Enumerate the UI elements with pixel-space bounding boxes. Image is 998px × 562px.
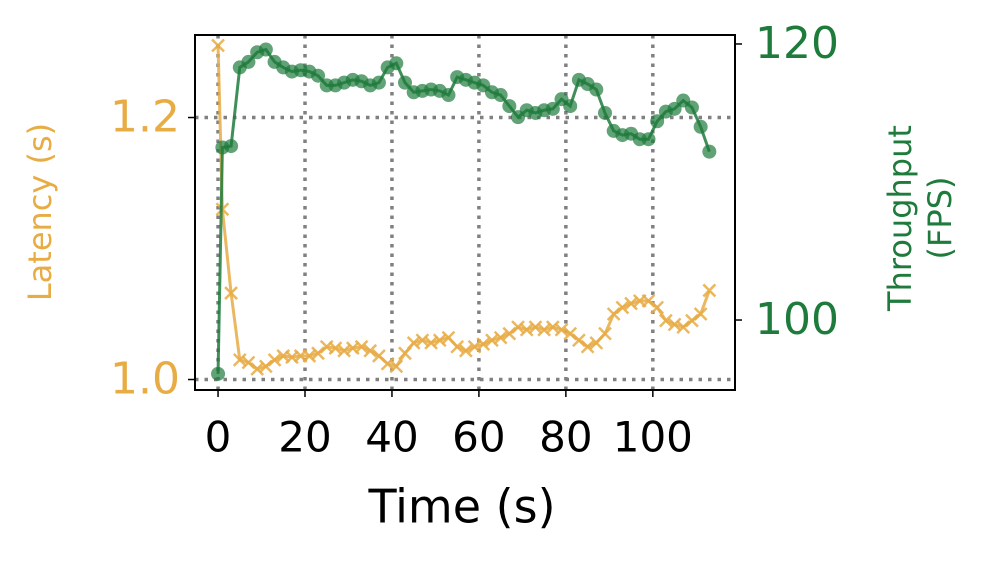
marker bbox=[389, 359, 404, 374]
x-tick-label: 100 bbox=[613, 413, 693, 462]
marker bbox=[693, 119, 708, 134]
marker bbox=[432, 333, 447, 348]
marker bbox=[580, 339, 595, 354]
marker bbox=[563, 99, 578, 114]
marker bbox=[458, 343, 473, 358]
marker bbox=[502, 99, 517, 114]
marker bbox=[615, 300, 630, 315]
marker bbox=[528, 320, 543, 335]
marker bbox=[502, 326, 517, 341]
marker bbox=[389, 56, 404, 71]
marker bbox=[406, 335, 421, 350]
y2-axis-label: Throughput bbox=[881, 125, 919, 312]
marker bbox=[493, 88, 508, 103]
x-tick-label: 0 bbox=[205, 413, 232, 462]
marker bbox=[450, 339, 465, 354]
marker bbox=[589, 82, 604, 97]
marker bbox=[250, 362, 265, 376]
marker bbox=[354, 339, 369, 354]
marker bbox=[641, 132, 656, 147]
marker bbox=[363, 343, 378, 358]
marker bbox=[241, 355, 256, 370]
marker bbox=[424, 335, 438, 350]
marker bbox=[224, 139, 239, 154]
marker bbox=[258, 359, 273, 374]
marker bbox=[702, 283, 717, 298]
marker bbox=[606, 307, 621, 321]
x-tick-label: 60 bbox=[452, 413, 505, 462]
marker bbox=[545, 101, 560, 116]
marker bbox=[441, 88, 456, 103]
y-axis-label: Latency (s) bbox=[21, 123, 59, 301]
marker bbox=[537, 322, 552, 337]
marker bbox=[467, 339, 482, 354]
marker bbox=[415, 333, 430, 348]
marker bbox=[667, 101, 682, 116]
marker bbox=[241, 54, 256, 69]
marker bbox=[232, 352, 247, 367]
marker bbox=[311, 346, 325, 361]
x-tick-label: 80 bbox=[539, 413, 592, 462]
x-axis-label: Time (s) bbox=[367, 480, 555, 534]
marker bbox=[693, 307, 708, 321]
marker bbox=[493, 330, 508, 345]
marker bbox=[371, 75, 386, 90]
marker bbox=[485, 333, 499, 348]
marker bbox=[476, 337, 491, 352]
marker bbox=[685, 313, 699, 328]
marker bbox=[328, 341, 343, 355]
marker bbox=[211, 38, 225, 53]
marker bbox=[650, 114, 665, 129]
series-line bbox=[216, 47, 711, 374]
y2-tick-label: 100 bbox=[755, 294, 839, 345]
x-tick-label: 20 bbox=[278, 413, 331, 462]
marker bbox=[224, 286, 238, 300]
y2-axis-label: (FPS) bbox=[921, 177, 959, 260]
y-tick-label: 1.0 bbox=[110, 354, 180, 405]
marker bbox=[258, 42, 273, 57]
y2-tick-label: 120 bbox=[755, 18, 839, 69]
plot-frame bbox=[194, 34, 736, 391]
marker bbox=[572, 333, 586, 348]
x-tick-label: 40 bbox=[365, 413, 418, 462]
marker bbox=[650, 300, 665, 315]
marker bbox=[598, 326, 612, 341]
marker bbox=[554, 322, 569, 337]
marker bbox=[267, 352, 282, 367]
marker bbox=[398, 75, 412, 90]
marker bbox=[545, 320, 560, 335]
marker bbox=[624, 296, 638, 311]
marker bbox=[563, 326, 578, 341]
marker bbox=[398, 346, 412, 361]
marker bbox=[519, 322, 534, 337]
marker bbox=[676, 320, 691, 335]
marker bbox=[658, 313, 673, 328]
marker bbox=[667, 317, 682, 332]
marker bbox=[380, 356, 395, 371]
marker bbox=[641, 294, 656, 308]
marker bbox=[511, 320, 525, 335]
marker bbox=[311, 68, 326, 83]
marker bbox=[302, 349, 317, 363]
marker bbox=[702, 144, 717, 159]
marker bbox=[598, 105, 612, 120]
y-tick-label: 1.2 bbox=[110, 92, 180, 143]
marker bbox=[211, 366, 226, 381]
marker bbox=[337, 343, 352, 358]
marker bbox=[684, 100, 699, 115]
series-line bbox=[216, 45, 711, 371]
